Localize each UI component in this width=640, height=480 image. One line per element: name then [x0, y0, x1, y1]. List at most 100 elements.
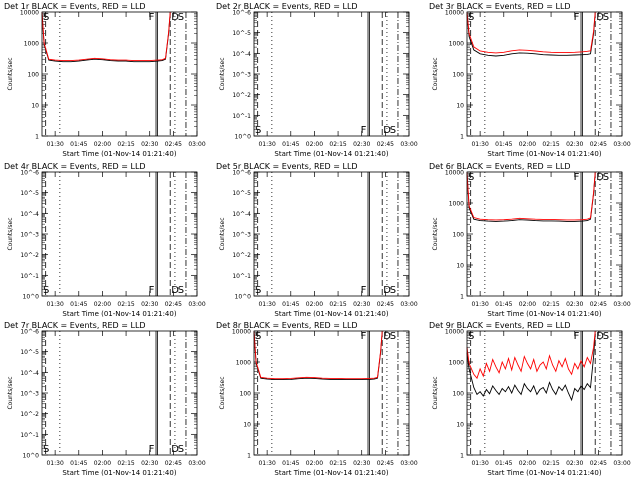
event-marker-d: D — [171, 285, 179, 296]
x-tick-label: 02:30 — [566, 460, 583, 467]
y-tick-label: 10000 — [445, 329, 464, 336]
x-tick-label: 01:30 — [471, 460, 488, 467]
x-tick-label: 02:00 — [306, 141, 323, 148]
y-tick-label: 10^-4 — [20, 370, 39, 377]
chart-title: Det 8r BLACK = Events, RED = LLD — [216, 321, 358, 330]
y-tick-label: 100 — [28, 72, 40, 79]
x-tick-label: 01:30 — [46, 460, 63, 467]
chart-panel-2: Det 2r BLACK = Events, RED = LLD Counts/s… — [216, 2, 418, 158]
x-tick-label: 02:45 — [165, 460, 182, 467]
x-tick-label: 02:30 — [141, 460, 158, 467]
x-tick-label: 01:45 — [282, 460, 299, 467]
y-tick-label: 10^-5 — [232, 30, 251, 37]
y-tick-label: 10^-4 — [232, 211, 251, 218]
event-marker-s: S — [178, 285, 184, 296]
y-tick-label: 10^-6 — [232, 10, 251, 17]
y-tick-label: 10^-5 — [20, 190, 39, 197]
x-tick-label: 01:30 — [258, 460, 275, 467]
y-tick-label: 100 — [453, 232, 465, 239]
x-tick-label: 02:15 — [329, 460, 346, 467]
y-tick-label: 10 — [456, 422, 464, 429]
y-tick-label: 1000 — [449, 41, 464, 48]
event-marker-s: S — [255, 285, 261, 296]
chart-title: Det 7r BLACK = Events, RED = LLD — [4, 321, 146, 330]
plot-frame — [41, 11, 198, 137]
y-tick-label: 10^-2 — [232, 92, 251, 99]
x-tick-label: 03:00 — [188, 141, 205, 148]
y-tick-label: 10^-1 — [232, 113, 251, 120]
x-tick-label: 02:15 — [329, 301, 346, 308]
lld-series-line — [466, 171, 596, 221]
x-tick-label: 02:30 — [353, 460, 370, 467]
plot-frame — [41, 171, 198, 297]
y-tick-label: 1 — [35, 134, 39, 141]
y-axis-label: Counts/sec — [7, 217, 14, 250]
y-tick-label: 10^0 — [235, 294, 252, 301]
x-axis-label: Start Time (01-Nov-14 01:21:40) — [62, 469, 176, 477]
chart-panel-1: Det 1r BLACK = Events, RED = LLD Counts/s… — [4, 2, 206, 158]
x-tick-label: 02:00 — [306, 460, 323, 467]
y-axis-label: Counts/sec — [219, 376, 226, 409]
plot-frame — [41, 330, 198, 456]
x-tick-label: 02:15 — [117, 141, 134, 148]
y-tick-label: 1 — [460, 134, 464, 141]
x-tick-label: 03:00 — [613, 141, 630, 148]
x-tick-label: 02:00 — [94, 301, 111, 308]
x-axis-label: Start Time (01-Nov-14 01:21:40) — [487, 469, 601, 477]
x-tick-label: 03:00 — [613, 460, 630, 467]
chart-title: Det 6r BLACK = Events, RED = LLD — [429, 162, 571, 171]
events-series-line — [253, 332, 383, 381]
y-tick-label: 10^-2 — [232, 252, 251, 259]
y-tick-label: 10^-4 — [232, 51, 251, 58]
x-tick-label: 01:45 — [70, 301, 87, 308]
event-marker-d: D — [383, 125, 391, 136]
y-tick-label: 100 — [240, 391, 252, 398]
chart-title: Det 4r BLACK = Events, RED = LLD — [4, 162, 146, 171]
x-tick-label: 02:30 — [566, 141, 583, 148]
chart-panel-9: Det 9r BLACK = Events, RED = LLD Counts/s… — [429, 321, 631, 477]
x-tick-label: 02:00 — [94, 460, 111, 467]
event-marker-s: S — [390, 331, 396, 342]
x-tick-label: 02:30 — [353, 301, 370, 308]
chart-panel-8: Det 8r BLACK = Events, RED = LLD Counts/s… — [216, 321, 418, 477]
x-tick-label: 03:00 — [188, 301, 205, 308]
x-axis-label: Start Time (01-Nov-14 01:21:40) — [487, 150, 601, 158]
y-tick-label: 10 — [456, 103, 464, 110]
x-tick-label: 01:30 — [46, 301, 63, 308]
y-tick-label: 10^-1 — [232, 273, 251, 280]
x-tick-label: 01:45 — [495, 460, 512, 467]
event-marker-d: D — [596, 12, 604, 23]
x-tick-label: 03:00 — [188, 460, 205, 467]
x-tick-label: 02:45 — [377, 301, 394, 308]
lld-series-line — [466, 330, 596, 380]
chart-panel-7: Det 7r BLACK = Events, RED = LLD Counts/s… — [4, 321, 206, 477]
y-tick-label: 1000 — [449, 201, 464, 208]
plot-frame — [466, 11, 623, 137]
event-marker-f: F — [361, 285, 367, 296]
event-marker-d: D — [171, 12, 179, 23]
x-tick-label: 02:30 — [141, 141, 158, 148]
x-tick-label: 02:15 — [542, 141, 559, 148]
y-tick-label: 10^-3 — [232, 72, 251, 79]
x-tick-label: 02:45 — [377, 141, 394, 148]
x-tick-label: 02:15 — [329, 141, 346, 148]
y-tick-label: 1 — [460, 453, 464, 460]
x-tick-label: 01:45 — [495, 141, 512, 148]
plot-frame — [466, 330, 623, 456]
y-tick-label: 1 — [247, 453, 251, 460]
x-tick-label: 02:45 — [165, 301, 182, 308]
x-axis-label: Start Time (01-Nov-14 01:21:40) — [62, 150, 176, 158]
chart-panel-6: Det 6r BLACK = Events, RED = LLD Counts/s… — [429, 162, 631, 318]
y-tick-label: 1000 — [236, 360, 251, 367]
y-tick-label: 1 — [460, 294, 464, 301]
x-tick-label: 01:45 — [70, 460, 87, 467]
event-marker-d: D — [383, 331, 391, 342]
y-tick-label: 10^-3 — [232, 232, 251, 239]
y-tick-label: 10^-3 — [20, 232, 39, 239]
event-marker-s: S — [178, 12, 184, 23]
y-tick-label: 10^0 — [23, 294, 40, 301]
x-tick-label: 01:45 — [70, 141, 87, 148]
event-marker-s: S — [468, 12, 474, 23]
x-tick-label: 02:45 — [590, 141, 607, 148]
